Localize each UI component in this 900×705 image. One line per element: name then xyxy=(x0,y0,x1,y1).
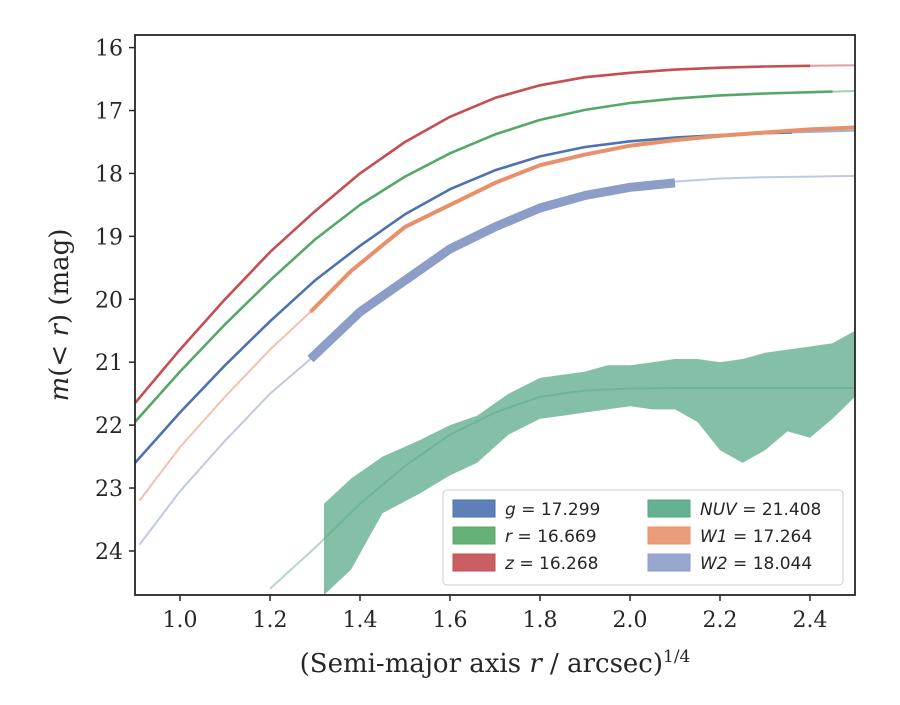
x-axis-label: (Semi-major axis r / arcsec)1/4 xyxy=(300,647,691,679)
series-line-w1 xyxy=(309,125,855,314)
model-line-g xyxy=(791,129,855,134)
model-line-r xyxy=(832,90,855,93)
series-line-w2 xyxy=(307,178,676,363)
legend-frame xyxy=(442,489,844,586)
legend-label-w1: W1 = 17.264 xyxy=(700,527,812,547)
model-line-z xyxy=(809,64,855,67)
legend-swatch-r xyxy=(452,526,496,545)
legend-swatch-nuv xyxy=(647,499,691,518)
y-tick-label: 21 xyxy=(95,351,123,376)
x-tick-label: 1.2 xyxy=(253,608,288,633)
y-axis: 16 17 18 19 20 21 22 23 24 xyxy=(95,37,135,565)
model-line-nuv xyxy=(269,387,855,590)
x-tick-label: 1.0 xyxy=(163,608,198,633)
plot-frame xyxy=(134,34,856,596)
y-tick-label: 16 xyxy=(95,37,123,62)
legend: g = 17.299 NUV = 21.408 r = 16.669 W1 = 17.… xyxy=(442,489,844,586)
y-axis-label: m(< r) (mag) xyxy=(45,229,75,402)
nuv-layer xyxy=(324,330,855,595)
x-tick-label: 1.6 xyxy=(433,608,468,633)
x-tick-label: 2.4 xyxy=(793,608,828,633)
series-line-r xyxy=(135,90,833,423)
series-band-nuv xyxy=(324,330,855,595)
y-tick-label: 19 xyxy=(95,225,123,250)
data-lines xyxy=(135,64,855,464)
legend-label-r: r = 16.669 xyxy=(505,527,597,547)
legend-label-nuv: NUV = 21.408 xyxy=(700,500,821,520)
y-tick-label: 24 xyxy=(95,540,123,565)
legend-swatch-g xyxy=(452,499,496,518)
y-tick-label: 17 xyxy=(95,100,123,125)
x-tick-label: 1.4 xyxy=(343,608,378,633)
y-tick-label: 18 xyxy=(95,162,123,187)
model-line-w1 xyxy=(138,311,312,502)
legend-label-g: g = 17.299 xyxy=(505,500,600,520)
legend-swatch-z xyxy=(452,553,496,572)
y-tick-label: 20 xyxy=(95,288,123,313)
series-line-z xyxy=(135,64,811,404)
y-tick-label: 22 xyxy=(95,414,123,439)
x-tick-label: 2.0 xyxy=(613,608,648,633)
legend-label-z: z = 16.268 xyxy=(504,554,598,574)
legend-swatch-w1 xyxy=(647,526,691,545)
x-axis: 1.0 1.2 1.4 1.6 1.8 2.0 2.2 2.4 xyxy=(163,595,828,633)
x-tick-label: 2.2 xyxy=(703,608,738,633)
x-tick-label: 1.8 xyxy=(523,608,558,633)
y-tick-label: 23 xyxy=(95,477,123,502)
legend-label-w2: W2 = 18.044 xyxy=(700,554,812,574)
legend-swatch-w2 xyxy=(647,553,691,572)
